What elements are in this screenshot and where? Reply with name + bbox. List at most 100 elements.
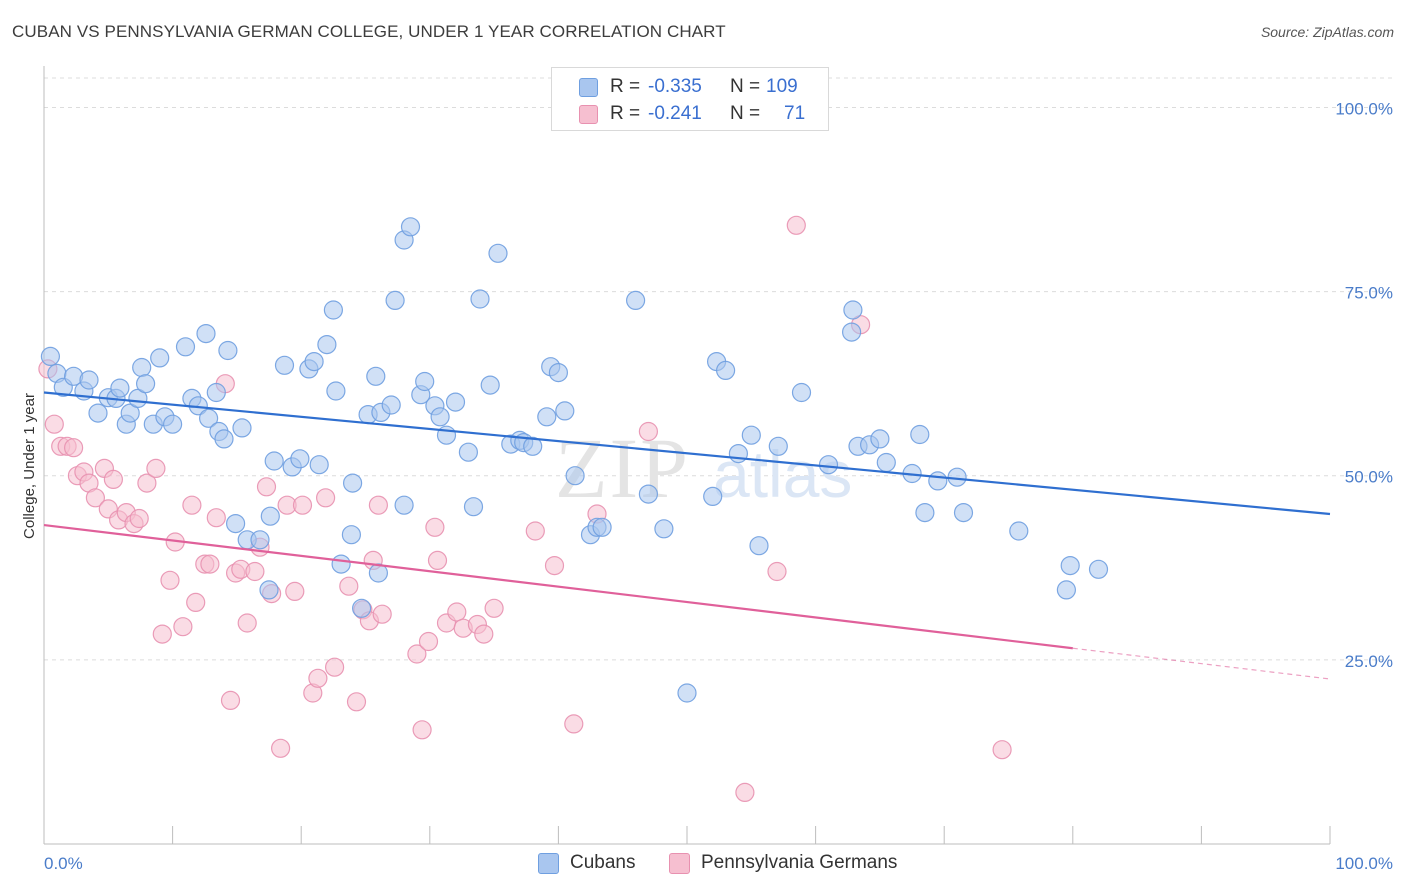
cuban-point [199,408,219,428]
cuban-point [218,340,238,361]
chart-title: CUBAN VS PENNSYLVANIA GERMAN COLLEGE, UN… [12,22,726,41]
cuban-point [206,382,226,403]
cubans-legend-label: Cubans [570,852,636,873]
cuban-point [304,352,324,372]
cuban-point [381,395,401,415]
pa-german-point [325,657,345,677]
cuban-point [876,452,896,473]
pa-german-point [372,604,392,624]
cuban-point [728,444,749,464]
cuban-point [488,243,508,263]
pa-german-point [346,692,367,712]
cuban-point [415,371,435,392]
cuban-point [385,290,405,310]
cuban-point [309,455,329,475]
x-tick-label-min: 0.0% [44,854,83,873]
cuban-point [260,506,280,526]
pa-germans-swatch [579,105,598,124]
legend-n-value: 71 [784,103,806,124]
cuban-point [928,471,948,491]
cuban-point [703,486,723,506]
cuban-point [749,536,769,556]
pa-german-point [200,554,220,574]
pa-german-point [525,521,545,541]
legend-row-cubans: R = -0.335 N = 109 [552,74,828,100]
cuban-point [915,502,935,523]
pa-german-point [285,581,305,602]
pa-germans-points [38,215,1012,803]
cuban-point [196,324,216,344]
cuban-point [341,525,361,545]
cuban-point [818,455,839,475]
cuban-point [290,449,310,469]
pa-german-point [564,714,584,734]
cuban-point [163,414,183,434]
pa-german-point [447,602,467,622]
legend-r-value: -0.241 [648,103,702,124]
trend-line-1 [43,523,1073,650]
pa-german-point [245,561,265,582]
pa-german-point [256,477,277,497]
cuban-point [592,517,612,537]
y-tick-label: 25.0% [1345,652,1393,671]
pa-germans-legend-label: Pennsylvania Germans [701,852,898,873]
cuban-point [430,407,450,427]
watermark: ZIP atlas [555,420,852,516]
legend-r-label: R = [610,103,641,124]
correlation-legend: R = -0.335 N = 109 R = -0.241 N = 71 [551,67,829,131]
pa-german-point [129,508,149,529]
cuban-point [768,436,788,456]
cuban-point [537,407,557,427]
cuban-point [79,370,99,390]
pa-german-point [418,631,439,652]
cuban-point [1060,555,1080,576]
pa-german-point [173,617,193,637]
cuban-point [843,300,863,320]
cuban-point [1009,521,1029,541]
cuban-point [841,322,862,342]
cuban-point [150,348,170,368]
cuban-point [1088,559,1109,579]
legend-r-value: -0.335 [648,76,702,97]
cuban-point [1056,580,1077,600]
cuban-point [331,554,351,574]
cuban-point [259,580,279,600]
cuban-point [366,366,386,386]
pa-german-point [63,438,84,458]
cuban-point [910,424,930,445]
pa-german-point [992,740,1012,760]
pa-german-point [237,613,257,633]
cuban-point [136,374,156,394]
pa-german-point [137,473,157,493]
pa-german-point [160,570,180,590]
cuban-point [638,484,659,504]
pa-german-point [186,592,206,613]
cuban-point [250,530,270,550]
cuban-point [555,401,575,421]
legend-r-label: R = [610,76,641,97]
cuban-point [445,392,466,412]
legend-n-value: 109 [766,76,798,97]
pa-german-point [182,495,202,515]
cuban-point [274,355,295,375]
cuban-point [317,335,337,355]
cuban-point [741,425,761,445]
cuban-point [625,290,646,310]
cuban-point [870,429,890,449]
axes [43,66,1331,845]
cuban-point [214,429,234,449]
pa-german-point [316,488,336,508]
cuban-point [400,217,421,237]
cuban-point [791,382,812,403]
pa-german-point [44,414,64,434]
pa-german-point [103,469,124,489]
pa-german-point [206,508,226,528]
pa-german-point [368,495,388,515]
source-credit: Source: ZipAtlas.com [1260,24,1394,40]
pa-german-point [767,561,787,582]
pa-german-point [152,624,172,644]
pa-german-point [474,624,494,644]
pa-german-point [425,517,445,537]
pa-german-point [85,488,106,508]
trend-line-0 [43,391,1331,516]
